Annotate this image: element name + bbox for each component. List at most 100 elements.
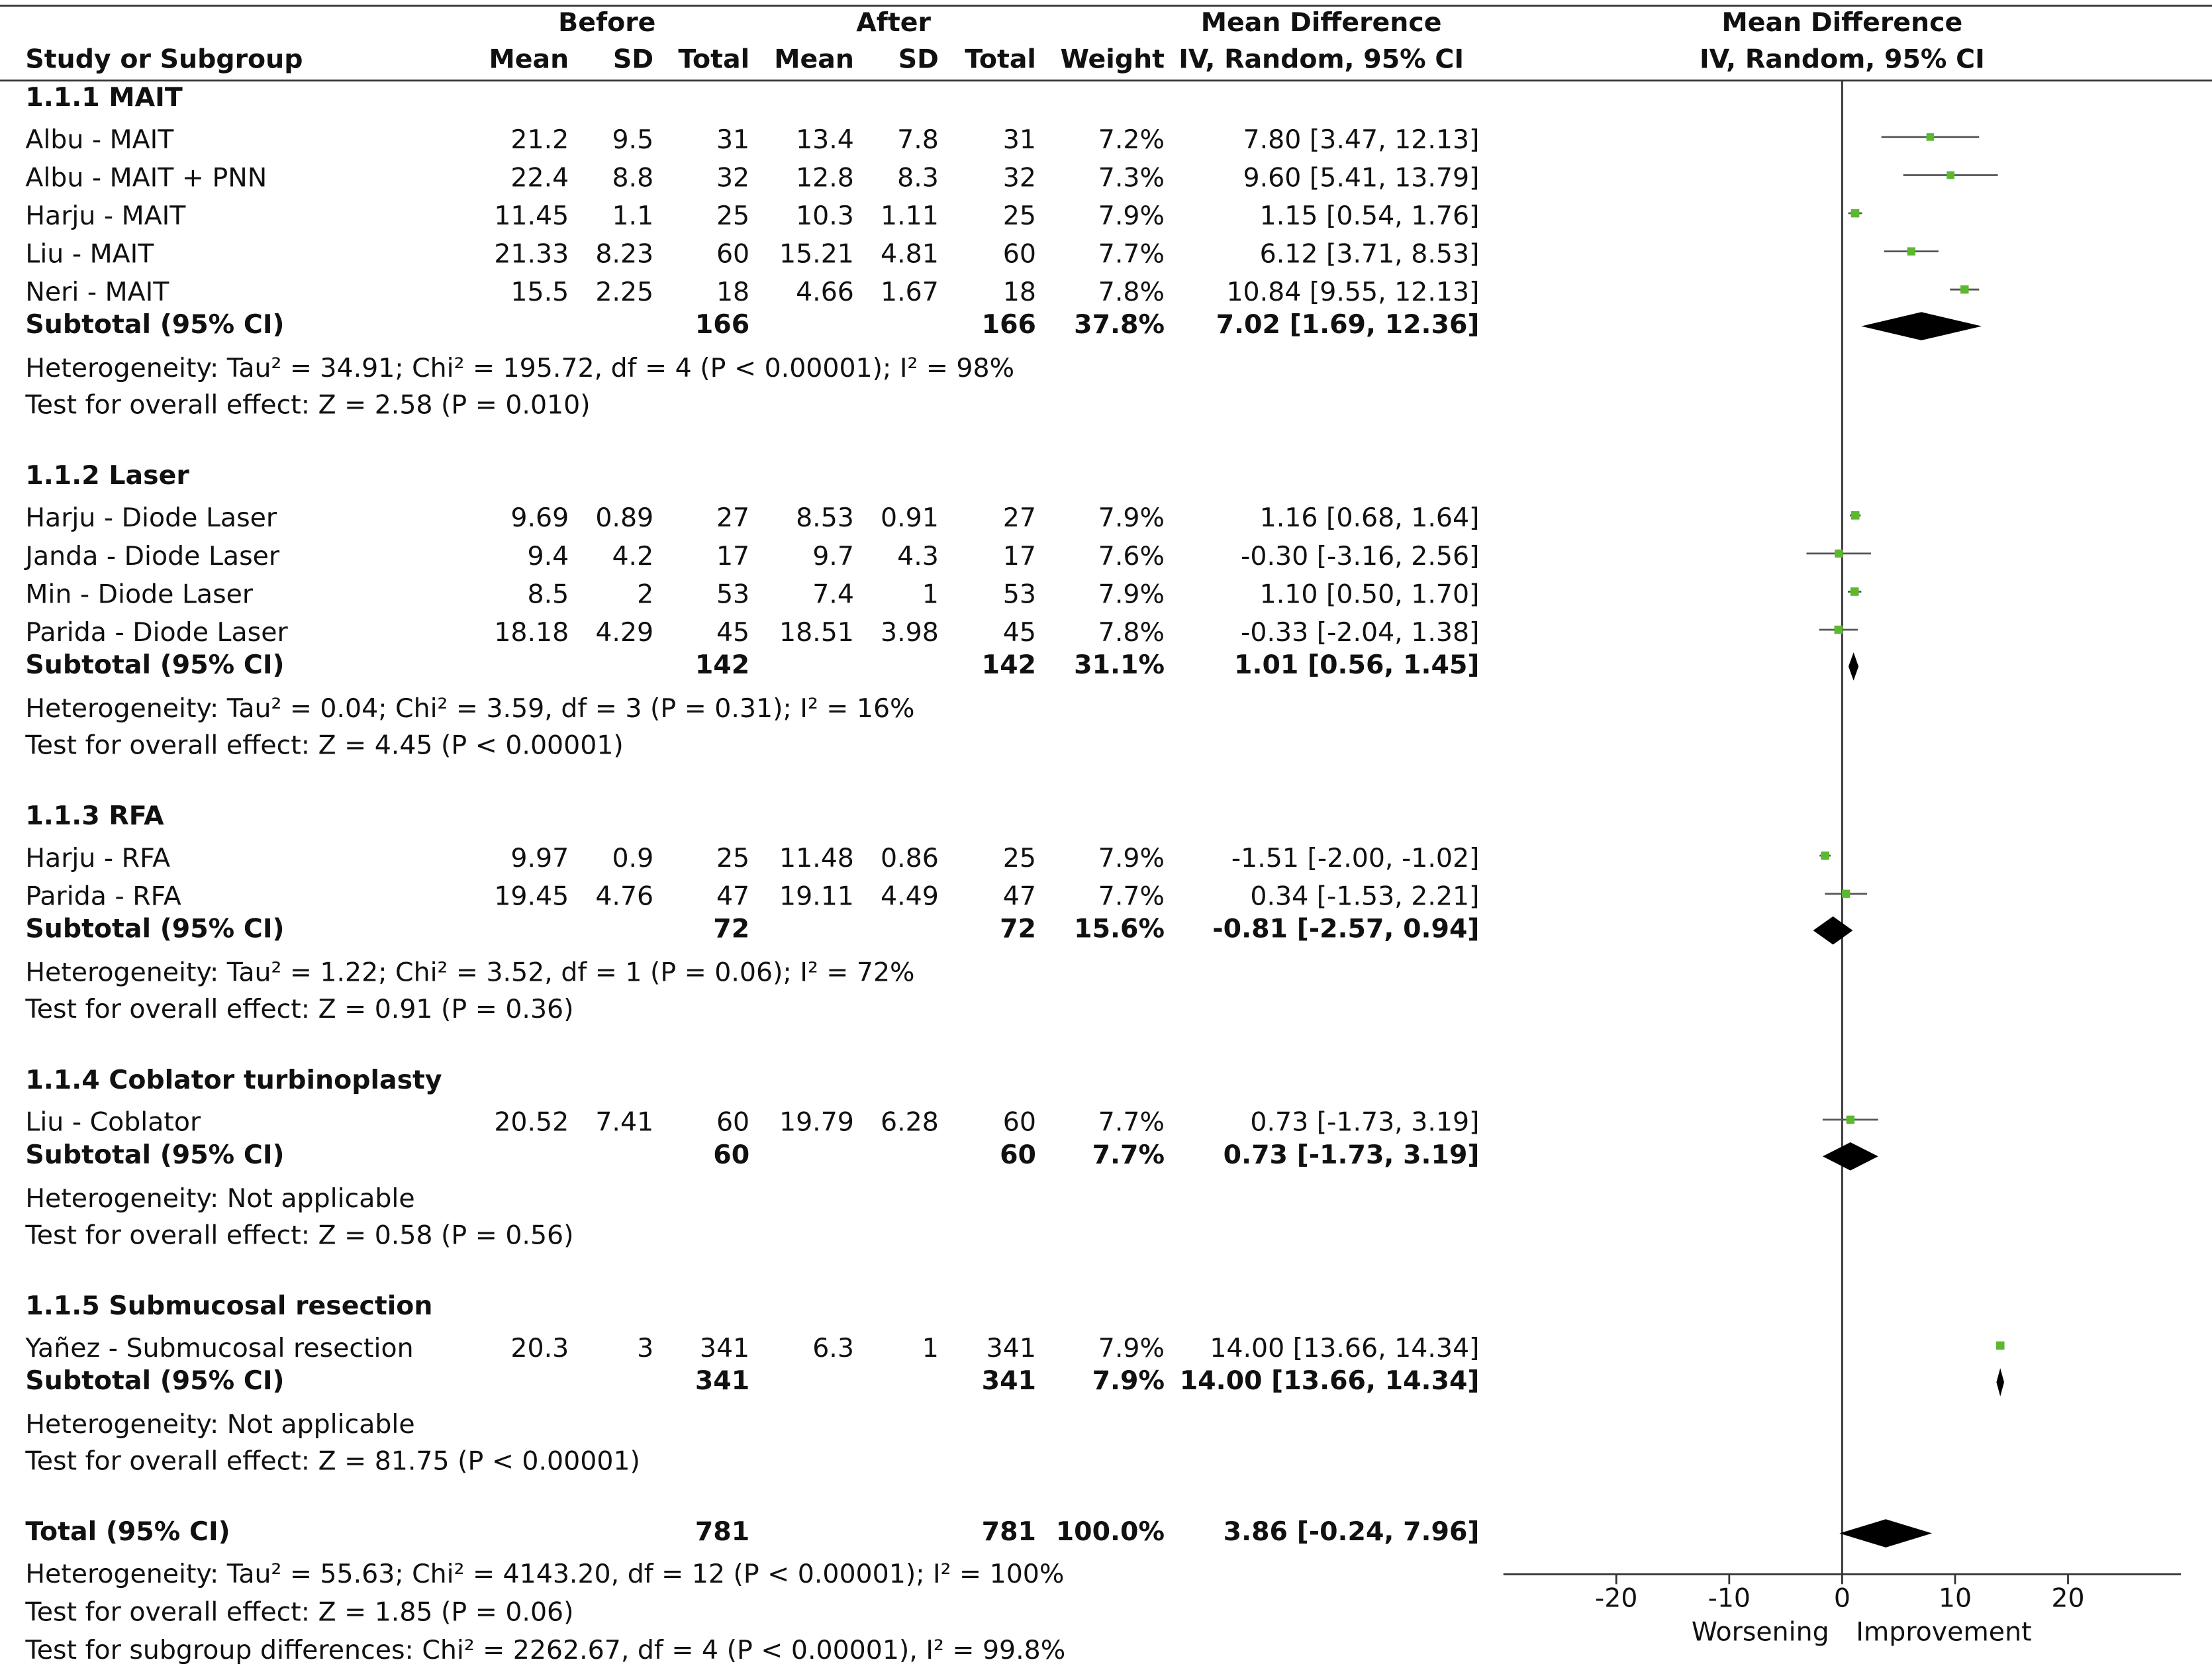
weight: 7.8% bbox=[1098, 277, 1165, 307]
subgroup-title: 1.1.4 Coblator turbinoplasty bbox=[25, 1065, 442, 1095]
before-cell: 27 bbox=[716, 503, 749, 533]
diamond bbox=[1848, 652, 1859, 681]
effect: 9.60 [5.41, 13.79] bbox=[1243, 162, 1480, 193]
heterogeneity: Heterogeneity: Tau² = 55.63; Chi² = 4143… bbox=[25, 1559, 1064, 1589]
total-before: 142 bbox=[695, 650, 749, 680]
before-cell: 9.4 bbox=[528, 541, 569, 571]
column-header: IV, Random, 95% CI bbox=[1178, 44, 1464, 74]
effect: 14.00 [13.66, 14.34] bbox=[1180, 1365, 1480, 1396]
subgroup-title: 1.1.3 RFA bbox=[25, 801, 164, 831]
group-header: Before bbox=[558, 7, 655, 38]
column-header: SD bbox=[613, 44, 653, 74]
before-cell: 32 bbox=[716, 162, 749, 193]
after-cell: 25 bbox=[1003, 201, 1036, 231]
effect: -0.33 [-2.04, 1.38] bbox=[1241, 617, 1479, 648]
weight: 7.7% bbox=[1092, 1140, 1165, 1170]
subtotal-label: Subtotal (95% CI) bbox=[25, 309, 284, 340]
weight: 7.9% bbox=[1098, 843, 1165, 873]
after-cell: 15.21 bbox=[779, 239, 854, 270]
after-cell: 19.79 bbox=[779, 1107, 854, 1138]
before-cell: 7.41 bbox=[595, 1107, 653, 1138]
study-name: Min - Diode Laser bbox=[25, 579, 254, 609]
subgroup-title: 1.1.2 Laser bbox=[25, 460, 189, 491]
diamond bbox=[1822, 1142, 1878, 1171]
before-cell: 8.5 bbox=[528, 579, 569, 609]
effect-marker bbox=[1846, 1115, 1854, 1124]
diamond bbox=[1861, 312, 1982, 340]
heterogeneity: Heterogeneity: Tau² = 1.22; Chi² = 3.52,… bbox=[25, 958, 914, 988]
after-cell: 10.3 bbox=[796, 201, 854, 231]
effect: 0.73 [-1.73, 3.19] bbox=[1224, 1140, 1480, 1170]
after-cell: 11.48 bbox=[779, 843, 854, 873]
weight: 7.7% bbox=[1098, 239, 1165, 270]
subtotal-label: Subtotal (95% CI) bbox=[25, 1140, 284, 1170]
after-cell: 60 bbox=[1003, 239, 1036, 270]
total-before: 341 bbox=[695, 1365, 749, 1396]
weight: 7.9% bbox=[1098, 579, 1165, 609]
after-cell: 6.3 bbox=[812, 1333, 854, 1363]
study-name: Liu - Coblator bbox=[25, 1107, 201, 1138]
total-after: 60 bbox=[1000, 1140, 1036, 1170]
effect-marker bbox=[1821, 851, 1829, 860]
effect: 6.12 [3.71, 8.53] bbox=[1260, 239, 1480, 270]
x-tick-label: 0 bbox=[1834, 1583, 1851, 1613]
column-header: IV, Random, 95% CI bbox=[1700, 44, 1985, 74]
after-cell: 4.3 bbox=[897, 541, 939, 571]
effect: 0.73 [-1.73, 3.19] bbox=[1250, 1107, 1479, 1138]
before-cell: 21.33 bbox=[494, 239, 569, 270]
subgroup-title: 1.1.5 Submucosal resection bbox=[25, 1291, 432, 1321]
column-header: Total bbox=[965, 44, 1036, 74]
total-before: 72 bbox=[713, 914, 749, 944]
weight: 100.0% bbox=[1056, 1516, 1165, 1547]
weight: 7.3% bbox=[1098, 162, 1165, 193]
after-cell: 4.49 bbox=[881, 881, 939, 912]
axis-label: Improvement bbox=[1856, 1616, 2031, 1647]
overall-test: Test for overall effect: Z = 0.58 (P = 0… bbox=[24, 1220, 573, 1250]
before-cell: 17 bbox=[716, 541, 749, 571]
effect: 3.86 [-0.24, 7.96] bbox=[1224, 1516, 1480, 1547]
overall-test: Test for overall effect: Z = 4.45 (P < 0… bbox=[24, 730, 623, 760]
weight: 7.8% bbox=[1098, 617, 1165, 648]
after-cell: 7.8 bbox=[897, 124, 939, 155]
before-cell: 11.45 bbox=[494, 201, 569, 231]
heterogeneity: Heterogeneity: Not applicable bbox=[25, 1183, 414, 1214]
after-cell: 60 bbox=[1003, 1107, 1036, 1138]
before-cell: 45 bbox=[716, 617, 749, 648]
total-after: 781 bbox=[982, 1516, 1036, 1547]
subgroup-test: Test for subgroup differences: Chi² = 22… bbox=[24, 1635, 1065, 1665]
weight: 31.1% bbox=[1074, 650, 1165, 680]
effect-marker bbox=[1835, 549, 1843, 558]
study-name: Parida - Diode Laser bbox=[25, 617, 288, 648]
column-header: SD bbox=[898, 44, 939, 74]
effect: 1.15 [0.54, 1.76] bbox=[1260, 201, 1480, 231]
group-header: Mean Difference bbox=[1722, 7, 1963, 38]
subtotal-label: Subtotal (95% CI) bbox=[25, 650, 284, 680]
before-cell: 2 bbox=[637, 579, 653, 609]
column-header: Weight bbox=[1060, 44, 1165, 74]
weight: 7.9% bbox=[1098, 201, 1165, 231]
group-header: Mean Difference bbox=[1201, 7, 1442, 38]
effect: 14.00 [13.66, 14.34] bbox=[1210, 1333, 1479, 1363]
before-cell: 0.89 bbox=[595, 503, 653, 533]
before-cell: 20.3 bbox=[510, 1333, 569, 1363]
after-cell: 47 bbox=[1003, 881, 1036, 912]
study-name: Parida - RFA bbox=[25, 881, 181, 912]
weight: 7.9% bbox=[1098, 1333, 1165, 1363]
before-cell: 4.29 bbox=[595, 617, 653, 648]
effect: 1.01 [0.56, 1.45] bbox=[1234, 650, 1479, 680]
after-cell: 3.98 bbox=[881, 617, 939, 648]
overall-test: Test for overall effect: Z = 81.75 (P < … bbox=[24, 1446, 640, 1476]
before-cell: 8.8 bbox=[612, 162, 653, 193]
effect: 7.02 [1.69, 12.36] bbox=[1216, 309, 1480, 340]
before-cell: 60 bbox=[716, 1107, 749, 1138]
column-header: Mean bbox=[774, 44, 854, 74]
weight: 7.6% bbox=[1098, 541, 1165, 571]
before-cell: 19.45 bbox=[494, 881, 569, 912]
column-header: Study or Subgroup bbox=[25, 44, 303, 74]
group-header: After bbox=[856, 7, 931, 38]
heterogeneity: Heterogeneity: Tau² = 34.91; Chi² = 195.… bbox=[25, 353, 1014, 383]
before-cell: 3 bbox=[637, 1333, 653, 1363]
effect-marker bbox=[1850, 587, 1859, 596]
before-cell: 9.5 bbox=[612, 124, 653, 155]
effect-marker bbox=[1926, 133, 1935, 141]
